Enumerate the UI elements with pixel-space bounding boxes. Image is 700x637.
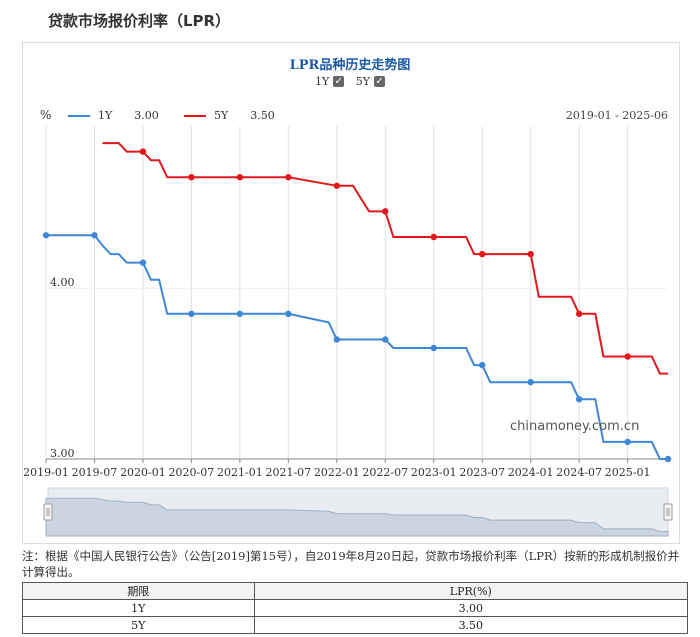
data-point-5y bbox=[527, 250, 534, 258]
table-cell-rate: 3.00 bbox=[253, 599, 689, 617]
legend-item-5y[interactable]: 5Y 3.50 bbox=[184, 109, 275, 122]
y-tick-label: 3.00 bbox=[50, 447, 75, 460]
x-tick-label: 2022-01 bbox=[314, 466, 360, 479]
x-tick-label: 2021-07 bbox=[265, 466, 311, 479]
legend-label-5y: 5Y bbox=[214, 109, 229, 122]
data-point-1y bbox=[91, 232, 98, 239]
chart-panel bbox=[22, 42, 680, 544]
legend-label-1y: 1Y bbox=[98, 109, 113, 122]
x-tick-label: 2019-01 bbox=[23, 466, 69, 479]
data-point-5y bbox=[575, 310, 583, 318]
x-tick-label: 2019-07 bbox=[72, 466, 118, 479]
table-row: 5Y 3.50 bbox=[22, 616, 689, 634]
checkbox-checked-icon[interactable]: ✓ bbox=[374, 76, 386, 87]
data-point-1y bbox=[527, 378, 534, 386]
table-cell-rate: 3.50 bbox=[253, 616, 689, 634]
x-tick-label: 2021-01 bbox=[217, 466, 263, 479]
table-row: 1Y 3.00 bbox=[22, 599, 689, 617]
data-point-1y bbox=[139, 259, 147, 266]
data-point-1y bbox=[575, 396, 583, 403]
legend-item-1y[interactable]: 1Y 3.00 bbox=[68, 109, 159, 122]
legend-swatch-1y bbox=[68, 114, 90, 117]
toggle-1y-label: 1Y bbox=[314, 75, 330, 88]
table-header-row: 期限 LPR(%) bbox=[22, 582, 689, 600]
data-point-1y bbox=[479, 361, 486, 369]
data-point-1y bbox=[42, 232, 50, 239]
x-tick-label: 2024-01 bbox=[508, 466, 554, 479]
lpr-line-chart: 2019-01 2019-07 2020-01 2020-07 2021-01 2021-… bbox=[23, 126, 673, 537]
x-tick-label: 2023-07 bbox=[459, 466, 505, 479]
toggle-1y[interactable]: 1Y ✓ bbox=[314, 75, 345, 88]
legend-swatch-5y bbox=[184, 114, 206, 117]
legend-value-5y: 3.50 bbox=[250, 109, 275, 122]
table-header-term: 期限 bbox=[22, 582, 255, 600]
data-point-5y bbox=[188, 174, 195, 181]
navigator-handle-right[interactable] bbox=[663, 503, 673, 521]
x-tick-label: 2020-01 bbox=[120, 466, 166, 479]
footnote: 注：根据《中国人民银行公告》（公告[2019]第15号），自2019年8月20日… bbox=[22, 549, 680, 579]
series-line-1y bbox=[46, 234, 668, 460]
data-point-5y bbox=[333, 182, 341, 189]
x-tick-label: 2023-01 bbox=[411, 466, 457, 479]
data-point-5y bbox=[382, 208, 389, 215]
data-point-5y bbox=[624, 353, 631, 360]
watermark: chinamoney.com.cn bbox=[510, 419, 640, 434]
navigator-area bbox=[45, 497, 669, 537]
x-tick-label: 2024-07 bbox=[556, 466, 602, 479]
navigator-handle-left[interactable] bbox=[43, 503, 53, 521]
toggle-5y-label: 5Y bbox=[355, 75, 371, 88]
legend-value-1y: 3.00 bbox=[134, 109, 159, 122]
chart-title: LPR品种历史走势图 bbox=[289, 58, 411, 73]
data-point-5y bbox=[285, 174, 292, 181]
data-point-1y bbox=[382, 336, 389, 343]
x-tick-label: 2025-01 bbox=[605, 466, 651, 479]
data-point-5y bbox=[479, 250, 486, 258]
x-tick-label: 2022-07 bbox=[362, 466, 408, 479]
data-point-1y bbox=[333, 336, 341, 343]
data-point-5y bbox=[430, 233, 437, 241]
series-line-5y bbox=[102, 142, 668, 375]
table-header-lpr: LPR(%) bbox=[253, 582, 689, 600]
x-tick-label: 2020-07 bbox=[169, 466, 215, 479]
table-cell-term: 1Y bbox=[22, 599, 255, 617]
checkbox-checked-icon[interactable]: ✓ bbox=[333, 76, 345, 87]
data-point-1y bbox=[285, 310, 292, 318]
data-point-1y bbox=[188, 310, 195, 318]
data-point-1y bbox=[430, 344, 437, 352]
data-point-1y bbox=[236, 310, 244, 318]
lpr-table: 期限 LPR(%) 1Y 3.00 5Y 3.50 bbox=[22, 582, 689, 634]
date-range: 2019-01 - 2025-06 bbox=[565, 109, 668, 122]
y-axis-unit: % bbox=[40, 108, 52, 122]
data-point-5y bbox=[236, 174, 244, 181]
toggle-5y[interactable]: 5Y ✓ bbox=[355, 75, 386, 88]
data-point-1y bbox=[624, 438, 631, 446]
y-tick-label: 4.00 bbox=[50, 276, 75, 289]
data-point-5y bbox=[139, 148, 147, 155]
table-cell-term: 5Y bbox=[22, 616, 255, 634]
data-point-1y bbox=[664, 455, 672, 463]
zoom-navigator[interactable] bbox=[43, 487, 673, 537]
series-toggles: 1Y ✓ 5Y ✓ bbox=[0, 75, 700, 88]
page-title: 贷款市场报价利率（LPR） bbox=[48, 12, 231, 30]
